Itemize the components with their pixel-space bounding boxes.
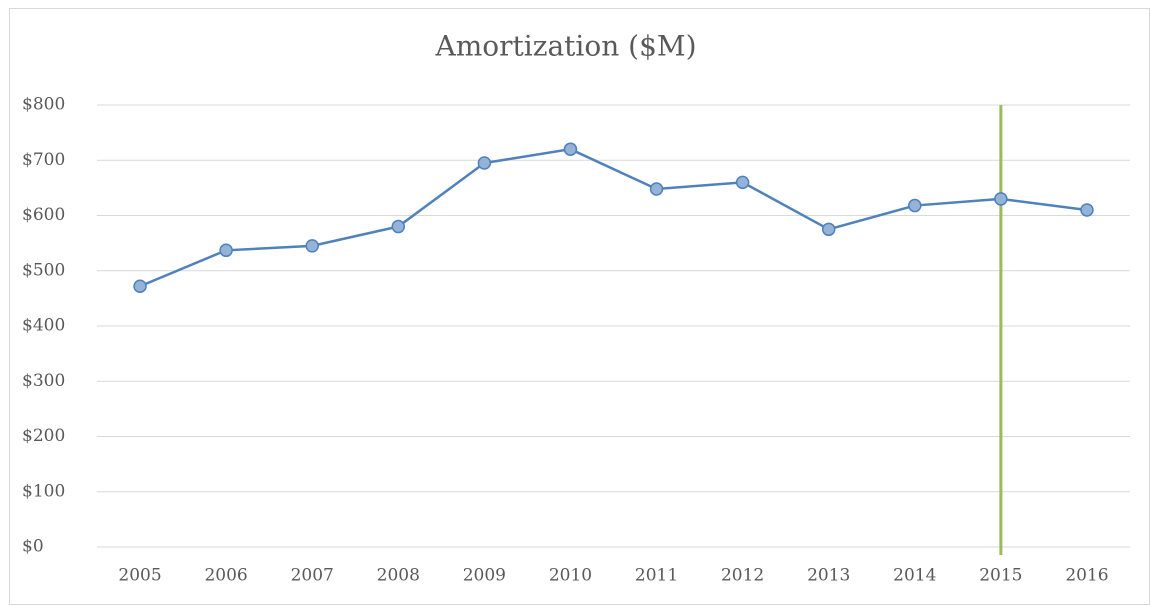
data-point [1080,203,1094,217]
x-tick-label: 2012 [721,566,764,586]
data-point [908,198,922,213]
x-tick-label: 2013 [807,566,850,586]
y-tick-label: $500 [22,260,65,280]
chart-title: Amortization ($M) [435,30,697,63]
x-tick-label: 2014 [893,566,936,586]
data-point [649,182,664,196]
x-tick-label: 2010 [549,566,592,586]
data-point [735,175,750,190]
x-tick-label: 2007 [291,566,334,586]
x-tick-label: 2008 [377,566,420,586]
data-point [821,222,836,237]
data-point [477,156,492,170]
x-tick-label: 2005 [118,566,161,586]
x-tick-label: 2015 [979,566,1022,586]
y-tick-label: $200 [22,426,65,446]
y-tick-label: $100 [22,481,65,501]
y-tick-label: $300 [22,371,65,391]
x-tick-label: 2009 [463,566,506,586]
data-point [563,142,578,156]
y-tick-label: $400 [22,316,65,336]
data-point [994,192,1008,206]
y-tick-label: $700 [22,150,65,170]
chart-frame [9,8,1150,605]
data-point [305,239,319,253]
y-tick-label: $600 [22,205,65,225]
y-tick-label: $800 [22,95,65,115]
data-point [133,279,147,293]
data-point [391,219,406,234]
series-line [139,147,1088,288]
x-tick-label: 2006 [204,566,247,586]
data-point [219,243,233,258]
y-tick-label: $0 [22,537,44,557]
x-tick-label: 2016 [1065,566,1108,586]
x-tick-label: 2011 [635,566,678,586]
